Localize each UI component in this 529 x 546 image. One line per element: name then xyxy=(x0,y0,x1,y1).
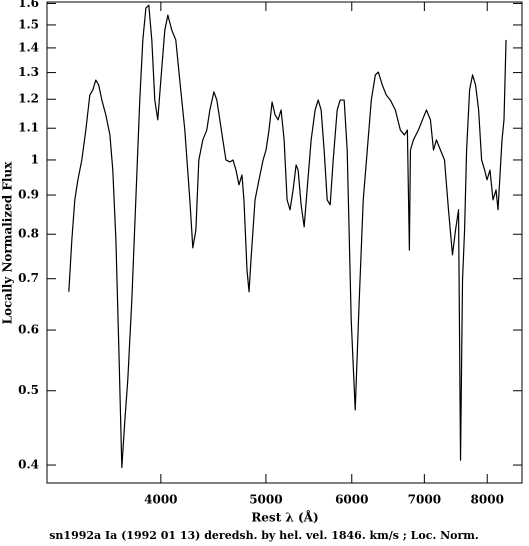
y-tick-label: 0.8 xyxy=(18,227,39,241)
y-tick-label: 0.5 xyxy=(18,383,39,397)
y-tick-label: 0.7 xyxy=(18,271,39,285)
y-tick-label: 1.6 xyxy=(18,0,39,10)
y-tick-label: 0.6 xyxy=(18,323,39,337)
y-axis-label: Locally Normalized Flux xyxy=(1,161,15,324)
y-tick-label: 1.3 xyxy=(18,65,39,79)
y-tick-label: 0.9 xyxy=(18,188,39,202)
y-tick-label: 1.4 xyxy=(18,40,39,54)
y-tick-label: 1 xyxy=(31,152,39,166)
caption: sn1992a Ia (1992 01 13) deredsh. by hel.… xyxy=(49,529,479,542)
x-tick-label: 6000 xyxy=(335,493,368,507)
y-tick-label: 1.2 xyxy=(18,92,39,106)
y-tick-label: 1.5 xyxy=(18,17,39,31)
y-tick-label: 1.1 xyxy=(18,121,39,135)
x-tick-label: 7000 xyxy=(408,493,441,507)
plot-frame xyxy=(46,1,523,484)
y-tick-label: 0.4 xyxy=(18,458,39,472)
x-tick-label: 8000 xyxy=(471,493,504,507)
spectrum-line xyxy=(68,4,507,469)
x-tick-label: 4000 xyxy=(144,493,177,507)
x-tick-label: 5000 xyxy=(249,493,282,507)
x-axis-label: Rest λ (Å) xyxy=(251,510,318,525)
